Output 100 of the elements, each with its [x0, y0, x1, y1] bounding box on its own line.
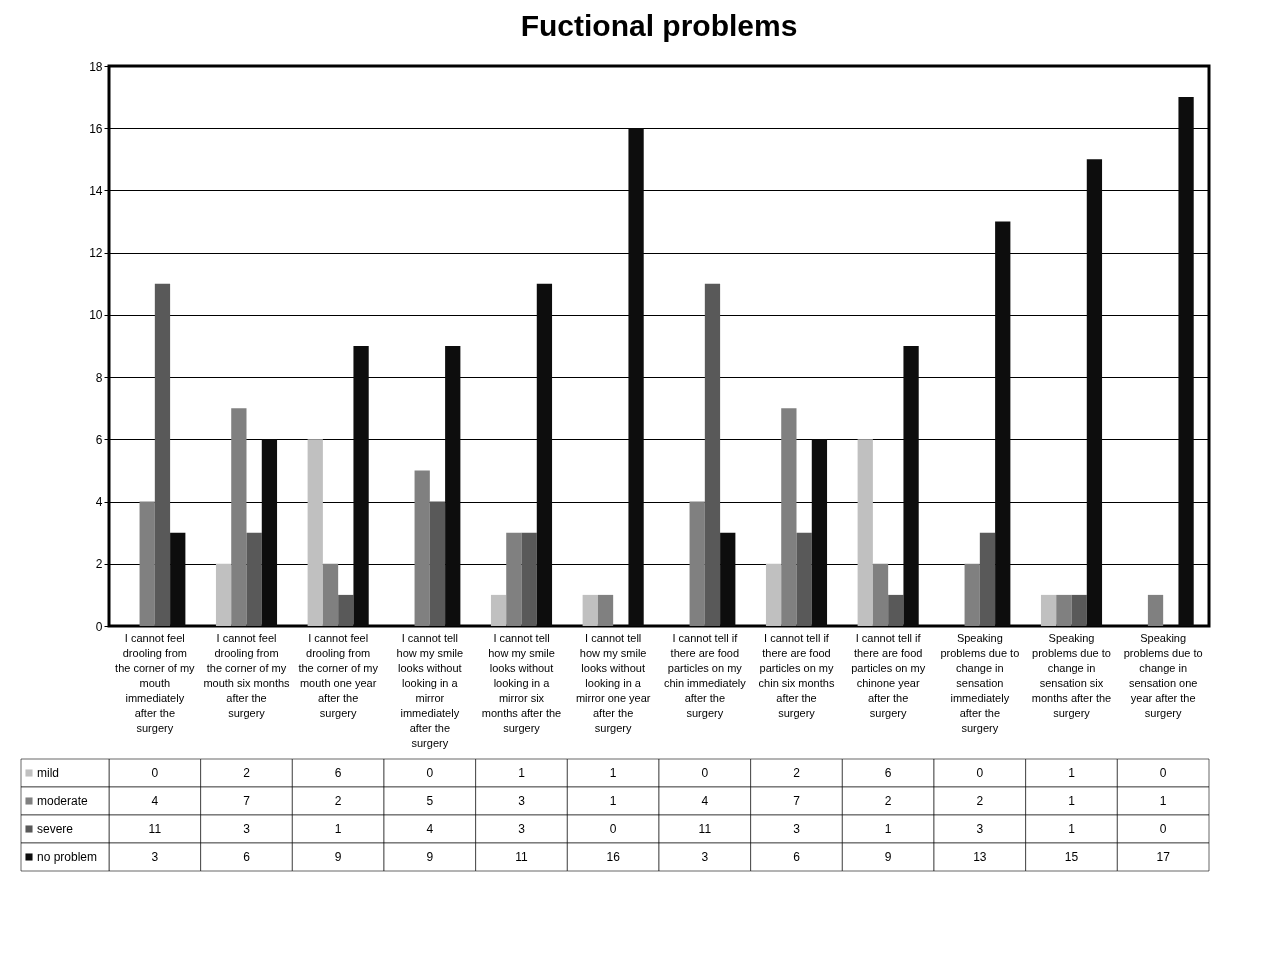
- data-label: 3: [243, 822, 251, 836]
- bar: [307, 439, 323, 626]
- bar: [765, 563, 782, 626]
- data-label: 4: [426, 822, 434, 836]
- bar: [261, 439, 278, 626]
- data-label: 3: [701, 850, 709, 864]
- bar: [796, 532, 812, 626]
- bar: [811, 439, 828, 626]
- bar: [1147, 594, 1164, 626]
- data-label: 6: [243, 850, 251, 864]
- bar: [338, 594, 354, 626]
- bar: [704, 283, 721, 626]
- bar: [964, 563, 980, 626]
- bar: [628, 128, 644, 626]
- x-tick-label: I cannot feel drooling from the corner of my mouth six months after the surgery: [203, 631, 291, 719]
- y-tick-label: 10: [89, 308, 103, 323]
- bar: [231, 408, 247, 626]
- data-label: 3: [976, 822, 984, 836]
- x-tick-label: I cannot tell if there are food particles on my chin six months after the surgery: [758, 631, 835, 719]
- bar: [506, 532, 522, 626]
- data-label: 1: [1068, 794, 1076, 808]
- data-label: 11: [148, 822, 162, 836]
- y-tick-label: 4: [95, 495, 103, 510]
- data-label: 11: [698, 822, 712, 836]
- data-label: 17: [1156, 850, 1171, 864]
- x-tick-label: I cannot tell how my smile looks without looking in a mirror one year after the surgery: [575, 631, 651, 734]
- bar: [1040, 594, 1057, 626]
- data-label: 0: [151, 766, 159, 780]
- data-label: 2: [976, 794, 984, 808]
- data-label: 0: [701, 766, 709, 780]
- bar: [139, 501, 155, 626]
- data-label: 1: [518, 766, 526, 780]
- y-tick-label: 0: [95, 619, 103, 634]
- bar: [1086, 159, 1103, 626]
- x-tick-label: I cannot tell how my smile looks without looking in a mirror six months after the surgery: [481, 631, 562, 734]
- data-label: 16: [606, 850, 621, 864]
- bar: [872, 563, 889, 626]
- bar: [979, 532, 996, 626]
- bar: [154, 283, 171, 626]
- data-label: 3: [518, 794, 526, 808]
- data-label: 1: [884, 822, 892, 836]
- data-label: 9: [334, 850, 342, 864]
- data-label: 1: [1068, 822, 1076, 836]
- y-tick-label: 18: [89, 59, 103, 74]
- legend-label: moderate: [37, 794, 89, 808]
- y-tick-label: 14: [89, 183, 103, 198]
- bar: [445, 346, 461, 626]
- data-label: 0: [426, 766, 434, 780]
- bar: [995, 221, 1011, 626]
- data-label: 0: [1159, 822, 1167, 836]
- data-label: 2: [334, 794, 342, 808]
- bar: [246, 532, 262, 626]
- x-tick-label: Speaking problems due to change in sensation immediately after the surgery: [940, 631, 1020, 734]
- bar: [490, 594, 507, 626]
- y-tick-label: 2: [95, 557, 103, 572]
- x-tick-label: I cannot feel drooling from the corner of my mouth immediately after the surgery: [115, 631, 196, 734]
- data-label: 0: [609, 822, 617, 836]
- y-tick-label: 12: [89, 246, 103, 261]
- data-label: 9: [884, 850, 892, 864]
- bar: [536, 283, 553, 626]
- y-tick-label: 8: [95, 370, 103, 385]
- bar: [781, 408, 797, 626]
- bar: [170, 532, 186, 626]
- legend-label: severe: [37, 822, 74, 836]
- bar: [720, 532, 736, 626]
- bar: [429, 501, 446, 626]
- bar: [689, 501, 705, 626]
- y-tick-label: 6: [95, 432, 103, 447]
- bar: [582, 594, 598, 626]
- data-label: 1: [609, 794, 617, 808]
- data-label: 3: [793, 822, 801, 836]
- data-label: 11: [515, 850, 529, 864]
- data-label: 4: [701, 794, 709, 808]
- x-tick-label: Speaking problems due to change in sensation one year after the surgery: [1123, 631, 1203, 719]
- data-label: 1: [334, 822, 342, 836]
- bar: [1071, 594, 1087, 626]
- bar: [322, 563, 339, 626]
- bar: [888, 594, 904, 626]
- data-label: 13: [973, 850, 987, 864]
- x-tick-label: I cannot tell how my smile looks without looking in a mirror immediately after the surgery: [396, 631, 464, 749]
- data-label: 1: [1159, 794, 1167, 808]
- data-label: 1: [1068, 766, 1076, 780]
- data-label: 3: [151, 850, 159, 864]
- x-tick-label: Speaking problems due to change in sensation six months after the surgery: [1031, 631, 1112, 719]
- data-label: 15: [1064, 850, 1079, 864]
- bar: [903, 346, 919, 626]
- data-label: 5: [426, 794, 434, 808]
- data-label: 7: [793, 794, 801, 808]
- data-label: 1: [609, 766, 617, 780]
- bar: [414, 470, 430, 626]
- legend-label: no problem: [37, 850, 98, 864]
- data-label: 9: [426, 850, 434, 864]
- data-label: 2: [884, 794, 892, 808]
- data-label: 6: [884, 766, 892, 780]
- data-label: 2: [243, 766, 251, 780]
- data-label: 6: [793, 850, 801, 864]
- data-label: 2: [793, 766, 801, 780]
- bar: [857, 439, 873, 626]
- bar: [353, 346, 369, 626]
- data-label: 4: [151, 794, 159, 808]
